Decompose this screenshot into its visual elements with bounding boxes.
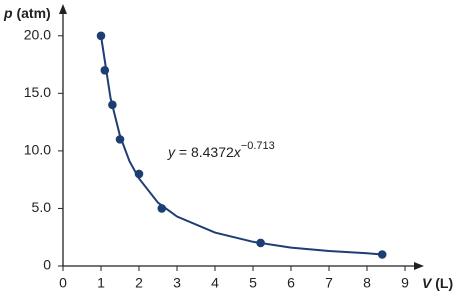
annotation: y = 8.4372x−0.713: [167, 140, 275, 160]
y-axis-arrow: [59, 4, 67, 14]
x-tick-label: 7: [325, 275, 333, 291]
y-tick-label: 20.0: [24, 26, 51, 42]
data-point: [134, 169, 144, 179]
data-point: [100, 66, 110, 75]
x-tick-label: 9: [401, 275, 409, 291]
data-point: [157, 204, 167, 213]
x-axis-arrow: [414, 262, 424, 270]
y-tick-label: 15.0: [24, 84, 51, 100]
data-point: [377, 250, 387, 259]
x-tick-label: 8: [363, 275, 371, 291]
data-point: [256, 238, 265, 248]
y-tick-label: 10.0: [24, 142, 51, 158]
data-point: [96, 31, 106, 41]
y-axis-label: p (atm): [3, 5, 51, 21]
y-tick-label: 0: [43, 257, 51, 273]
x-tick-label: 6: [287, 275, 295, 291]
data-point: [115, 135, 125, 144]
x-tick-label: 4: [211, 275, 219, 291]
x-tick-label: 2: [135, 275, 143, 291]
data-point: [108, 100, 117, 110]
x-tick-label: 3: [173, 275, 181, 291]
x-axis-label: V (L): [422, 275, 453, 291]
y-tick-label: 5.0: [32, 199, 52, 215]
x-tick-label: 1: [97, 275, 105, 291]
x-tick-label: 0: [59, 275, 67, 291]
x-tick-label: 5: [249, 275, 257, 291]
